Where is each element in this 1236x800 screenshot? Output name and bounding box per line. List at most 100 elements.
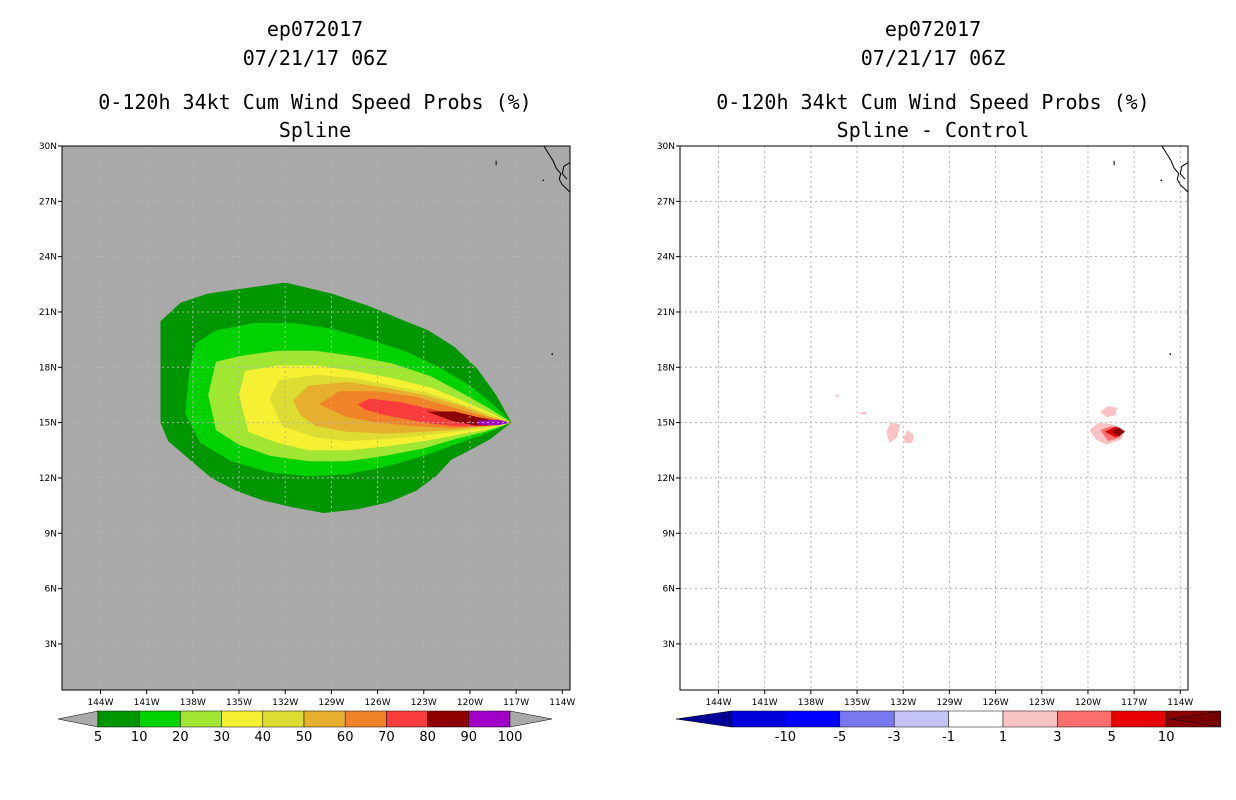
x-tick-label-4: 132W	[272, 698, 298, 708]
colorbar-label-3: 30	[213, 730, 230, 745]
colorbar-label-5: 3	[1053, 730, 1061, 745]
contour-layer	[160, 282, 512, 513]
colorbar-swatch-2	[839, 710, 895, 728]
socorro-island	[1169, 353, 1172, 355]
cedros-island	[1160, 179, 1163, 182]
right-panel-title: ep072017 07/21/17 06Z	[678, 15, 1188, 73]
y-tick-label-5: 18N	[657, 363, 675, 373]
contour-1-0	[886, 422, 901, 443]
right-storm-id: ep072017	[884, 17, 982, 41]
left-datetime: 07/21/17 06Z	[242, 46, 388, 70]
colorbar-left-arrow	[675, 710, 732, 728]
x-tick-label-3: 135W	[844, 698, 870, 708]
coastline	[1113, 146, 1188, 355]
contour-1-3	[835, 394, 839, 397]
colorbar-label-9: 90	[461, 730, 478, 745]
colorbar-right-arrow	[509, 710, 553, 728]
baja-inner-coastline	[561, 162, 570, 180]
y-tick-label-0: 3N	[663, 640, 675, 650]
x-tick-label-6: 126W	[983, 698, 1009, 708]
colorbar-label-0: 5	[94, 730, 102, 745]
colorbar-left-arrow	[57, 710, 99, 728]
x-tick-label-7: 123W	[1029, 698, 1055, 708]
y-tick-label-6: 21N	[39, 308, 57, 318]
y-tick-label-5: 18N	[39, 363, 57, 373]
colorbar-swatch-7	[386, 710, 428, 728]
x-tick-label-0: 144W	[87, 698, 113, 708]
y-tick-label-8: 27N	[657, 197, 675, 207]
y-tick-label-1: 6N	[45, 585, 57, 595]
baja-coastline	[1161, 146, 1188, 193]
x-tick-label-9: 117W	[503, 698, 529, 708]
y-tick-label-0: 3N	[45, 640, 57, 650]
x-tick-label-5: 129W	[318, 698, 344, 708]
colorbar-label-3: -1	[942, 730, 955, 745]
baja-coastline	[543, 146, 570, 193]
x-tick-label-2: 138W	[180, 698, 206, 708]
cedros-island	[542, 179, 545, 182]
x-tick-label-8: 120W	[1075, 698, 1101, 708]
x-tick-label-5: 129W	[936, 698, 962, 708]
socorro-island	[551, 353, 554, 355]
colorbar-label-4: 1	[999, 730, 1007, 745]
colorbar-label-1: -5	[833, 730, 846, 745]
colorbar-swatch-6	[1057, 710, 1113, 728]
y-tick-label-3: 12N	[39, 474, 57, 484]
coastline	[495, 146, 570, 355]
x-tick-label-3: 135W	[226, 698, 252, 708]
contour-1-2	[860, 411, 867, 415]
y-tick-label-4: 15N	[39, 419, 57, 429]
x-tick-label-9: 117W	[1121, 698, 1147, 708]
y-tick-label-1: 6N	[663, 585, 675, 595]
y-tick-label-2: 9N	[663, 529, 675, 539]
grid-lines	[62, 146, 570, 690]
left-panel-title: ep072017 07/21/17 06Z	[60, 15, 570, 73]
colorbar-swatch-2	[180, 710, 222, 728]
y-tick-label-9: 30N	[39, 142, 57, 152]
y-tick-label-4: 15N	[657, 419, 675, 429]
colorbar-label-0: -10	[775, 730, 796, 745]
x-tick-label-1: 141W	[134, 698, 160, 708]
x-tick-label-6: 126W	[365, 698, 391, 708]
x-tick-label-7: 123W	[411, 698, 437, 708]
map-frame	[61, 145, 571, 691]
x-tick-label-10: 114W	[1167, 698, 1193, 708]
map-panel-left: 144W 141W 138W 135W 132W 129W 126W 123W 120W 117W…	[39, 142, 576, 745]
colorbar: 5 10 20 30 40 50 60 70 80 90 100	[57, 710, 553, 745]
map-frame	[679, 145, 1189, 691]
colorbar-swatch-6	[344, 710, 387, 728]
map-panel-right: 144W 141W 138W 135W 132W 129W 126W 123W 120W 117W…	[657, 142, 1221, 745]
contour-layer	[835, 394, 1125, 445]
x-tick-label-10: 114W	[549, 698, 575, 708]
colorbar-swatch-5	[1002, 710, 1058, 728]
colorbar-label-4: 40	[255, 730, 272, 745]
x-tick-label-4: 132W	[890, 698, 916, 708]
colorbar-label-8: 80	[419, 730, 436, 745]
right-chart-title: 0-120h 34kt Cum Wind Speed Probs (%)	[716, 90, 1150, 114]
contour-1-4	[1100, 406, 1118, 418]
y-tick-label-7: 24N	[39, 253, 57, 263]
map-background	[680, 146, 1188, 690]
colorbar-swatch-4	[948, 710, 1004, 728]
colorbar-label-5: 50	[296, 730, 313, 745]
colorbar-swatch-3	[221, 710, 264, 728]
colorbar-label-2: -3	[888, 730, 901, 745]
left-chart-subtitle: Spline	[278, 118, 352, 142]
colorbar-label-1: 10	[131, 730, 148, 745]
colorbar-label-7: 70	[378, 730, 395, 745]
right-datetime: 07/21/17 06Z	[860, 46, 1006, 70]
colorbar-label-2: 20	[172, 730, 189, 745]
x-tick-label-2: 138W	[798, 698, 824, 708]
y-tick-label-3: 12N	[657, 474, 675, 484]
colorbar-label-7: 10	[1158, 730, 1175, 745]
colorbar-right-arrow	[1169, 710, 1221, 728]
colorbar-swatch-3	[893, 710, 949, 728]
x-tick-label-0: 144W	[705, 698, 731, 708]
colorbar-swatch-4	[262, 710, 305, 728]
colorbar-label-6: 60	[337, 730, 354, 745]
colorbar-swatch-0	[97, 710, 140, 728]
colorbar-swatch-8	[427, 710, 470, 728]
contour-1-1	[903, 430, 914, 443]
colorbar-swatch-9	[468, 710, 511, 728]
